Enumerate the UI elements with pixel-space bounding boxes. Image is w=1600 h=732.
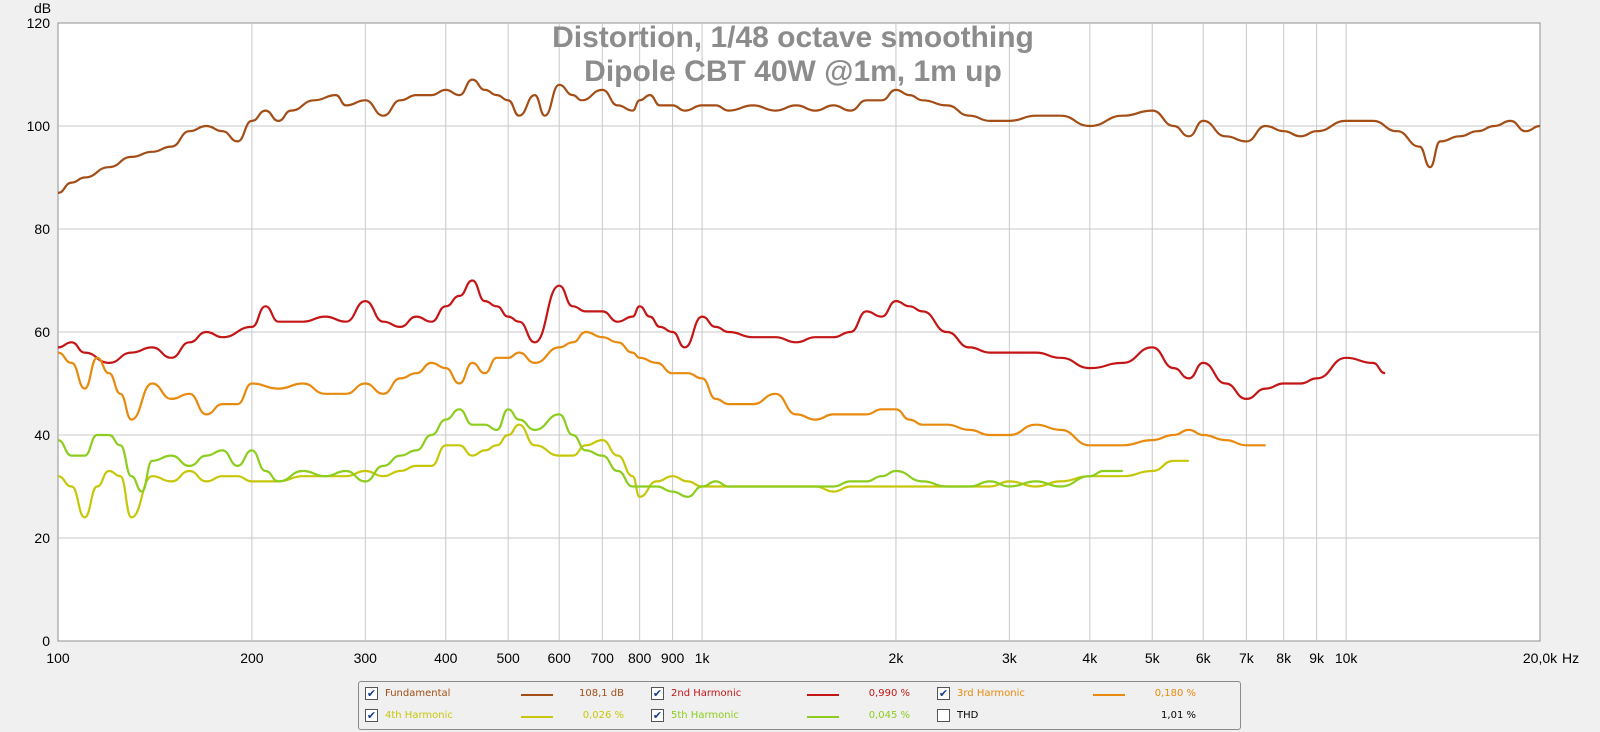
distortion-chart: 0 20 40 60 80 100 120 100 200 300 400 500 600 700 800… bbox=[27, 0, 1579, 666]
legend-item-5th-harmonic: ✔ 5th Harmonic 0,045 % bbox=[645, 706, 935, 726]
x-tick-label: 500 bbox=[496, 650, 520, 666]
4th-harmonic-checkbox[interactable]: ✔ bbox=[365, 709, 378, 722]
series-line-4th-harmonic bbox=[57, 423, 1189, 519]
legend-item-4th-harmonic: ✔ 4th Harmonic 0,026 % bbox=[359, 706, 649, 726]
3rd-harmonic-checkbox[interactable]: ✔ bbox=[937, 687, 950, 700]
legend-label-4th-harmonic: 4th Harmonic bbox=[385, 710, 453, 721]
y-tick-label: 0 bbox=[42, 633, 50, 649]
series-line-5th-harmonic bbox=[57, 408, 1123, 498]
y-axis-unit: dB bbox=[34, 0, 51, 16]
legend-value-4th-harmonic: 0,026 % bbox=[582, 710, 624, 721]
chart-subtitle: Dipole CBT 40W @1m, 1m up bbox=[584, 55, 1002, 88]
legend: ✔ Fundamental 108,1 dB ✔ 2nd Harmonic 0,… bbox=[358, 681, 1241, 730]
legend-label-fundamental: Fundamental bbox=[385, 688, 451, 699]
legend-swatch-fundamental bbox=[521, 694, 553, 696]
legend-item-2nd-harmonic: ✔ 2nd Harmonic 0,990 % bbox=[645, 684, 935, 704]
legend-item-thd: THD 1,01 % bbox=[931, 706, 1221, 726]
y-tick-label: 80 bbox=[34, 221, 50, 237]
legend-value-thd: 1,01 % bbox=[1161, 710, 1196, 721]
x-tick-label: 800 bbox=[628, 650, 652, 666]
legend-swatch-2nd-harmonic bbox=[807, 694, 839, 696]
x-tick-label: 3k bbox=[1002, 650, 1018, 666]
legend-value-3rd-harmonic: 0,180 % bbox=[1154, 688, 1196, 699]
x-tick-label: 6k bbox=[1196, 650, 1212, 666]
legend-item-fundamental: ✔ Fundamental 108,1 dB bbox=[359, 684, 649, 704]
x-tick-label: 700 bbox=[591, 650, 615, 666]
y-tick-label: 100 bbox=[27, 118, 51, 134]
y-tick-label: 120 bbox=[27, 15, 51, 31]
x-axis-unit: Hz bbox=[1562, 650, 1579, 666]
legend-label-5th-harmonic: 5th Harmonic bbox=[671, 710, 739, 721]
y-tick-label: 20 bbox=[34, 530, 50, 546]
series-lines bbox=[57, 78, 1541, 519]
x-tick-label: 1k bbox=[695, 650, 711, 666]
x-tick-label: 400 bbox=[434, 650, 458, 666]
legend-label-thd: THD bbox=[957, 710, 979, 721]
y-axis-ticks: 0 20 40 60 80 100 120 bbox=[27, 15, 51, 649]
x-tick-label: 20,0k bbox=[1523, 650, 1558, 666]
x-axis-ticks: 100 200 300 400 500 600 700 800 900 1k 2k 3k 4k 5k 6k 7… bbox=[46, 650, 1558, 666]
x-tick-label: 5k bbox=[1145, 650, 1161, 666]
legend-swatch-5th-harmonic bbox=[807, 716, 839, 718]
thd-checkbox[interactable] bbox=[937, 709, 950, 722]
y-tick-label: 40 bbox=[34, 427, 50, 443]
x-tick-label: 300 bbox=[354, 650, 378, 666]
x-tick-label: 2k bbox=[889, 650, 905, 666]
legend-value-5th-harmonic: 0,045 % bbox=[868, 710, 910, 721]
x-tick-label: 900 bbox=[661, 650, 685, 666]
x-tick-label: 8k bbox=[1276, 650, 1292, 666]
legend-swatch-3rd-harmonic bbox=[1093, 694, 1125, 696]
series-line-fundamental bbox=[57, 78, 1541, 194]
legend-label-3rd-harmonic: 3rd Harmonic bbox=[957, 688, 1025, 699]
x-tick-label: 7k bbox=[1239, 650, 1255, 666]
legend-swatch-4th-harmonic bbox=[521, 716, 553, 718]
legend-value-2nd-harmonic: 0,990 % bbox=[868, 688, 910, 699]
2nd-harmonic-checkbox[interactable]: ✔ bbox=[651, 687, 664, 700]
x-tick-label: 600 bbox=[547, 650, 571, 666]
series-line-2nd-harmonic bbox=[57, 279, 1386, 400]
fundamental-checkbox[interactable]: ✔ bbox=[365, 687, 378, 700]
legend-value-fundamental: 108,1 dB bbox=[578, 688, 624, 699]
legend-item-3rd-harmonic: ✔ 3rd Harmonic 0,180 % bbox=[931, 684, 1221, 704]
x-tick-label: 4k bbox=[1082, 650, 1098, 666]
x-tick-label: 10k bbox=[1335, 650, 1359, 666]
chart-title: Distortion, 1/48 octave smoothing bbox=[552, 21, 1034, 54]
x-tick-label: 100 bbox=[46, 650, 70, 666]
x-tick-label: 200 bbox=[240, 650, 264, 666]
5th-harmonic-checkbox[interactable]: ✔ bbox=[651, 709, 664, 722]
legend-label-2nd-harmonic: 2nd Harmonic bbox=[671, 688, 742, 699]
y-tick-label: 60 bbox=[34, 324, 50, 340]
grid bbox=[58, 23, 1540, 641]
x-tick-label: 9k bbox=[1309, 650, 1325, 666]
series-line-3rd-harmonic bbox=[57, 330, 1266, 447]
